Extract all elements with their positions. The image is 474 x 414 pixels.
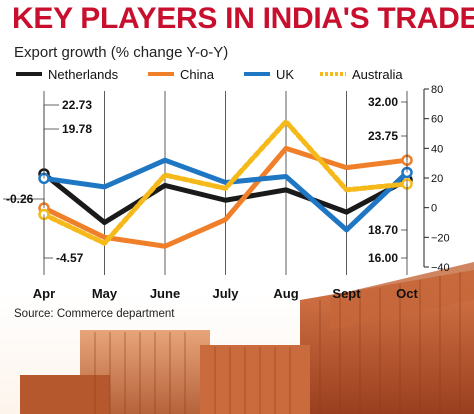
data-label-uk-apr: 19.78 (62, 122, 92, 136)
x-tick-label: Sept (332, 286, 361, 301)
containers-background (0, 262, 474, 414)
data-label-leader (401, 183, 408, 259)
y-tick-label: 0 (431, 203, 437, 215)
y-axis: −40 −20 0 20 40 60 80 (423, 84, 450, 274)
y-tick-label: 80 (431, 84, 443, 96)
y-tick-label: 40 (431, 143, 443, 155)
legend-label-netherlands: Netherlands (48, 67, 119, 82)
series-line-australia (41, 119, 410, 246)
legend-label-uk: UK (276, 67, 294, 82)
x-tick-label: July (212, 286, 239, 301)
y-tick-label: −20 (431, 232, 450, 244)
data-label-leader (43, 214, 53, 259)
data-label-leader (3, 198, 45, 209)
data-label-leader (43, 128, 59, 179)
x-tick-label: Apr (33, 286, 55, 301)
series-line-china (41, 145, 410, 249)
x-tick-label: Oct (396, 286, 418, 301)
y-tick-label: 60 (431, 114, 443, 126)
data-label-china-apr: -0.26 (6, 192, 34, 206)
data-label-netherlands-oct: 18.70 (368, 223, 398, 237)
chart-subtitle: Export growth (% change Y-o-Y) (14, 44, 229, 61)
x-tick-label: Aug (273, 286, 298, 301)
source-note: Source: Commerce department (14, 308, 175, 320)
series-group (38, 119, 413, 249)
chart-legend: Netherlands China UK Australia (16, 67, 403, 82)
legend-label-china: China (180, 67, 215, 82)
data-label-australia-oct: 16.00 (368, 251, 398, 265)
data-label-leader (401, 101, 408, 161)
series-line-netherlands (41, 171, 410, 225)
data-label-netherlands-apr: 22.73 (62, 98, 92, 112)
data-label-uk-oct: 23.75 (368, 129, 398, 143)
legend-label-australia: Australia (352, 67, 403, 82)
data-label-leader (43, 104, 59, 174)
y-tick-label: 20 (431, 173, 443, 185)
series-line-uk (41, 157, 410, 233)
page-title: KEY PLAYERS IN INDIA'S TRADE (12, 2, 474, 35)
x-tick-label: June (150, 286, 180, 301)
data-labels: 22.73 19.78 -0.26 -4.57 32.00 23.75 18.70 16.00 (3, 95, 408, 265)
y-tick-label: −40 (431, 262, 450, 274)
data-label-leader (401, 135, 408, 173)
data-label-china-oct: 32.00 (368, 95, 398, 109)
data-label-australia-apr: -4.57 (56, 251, 84, 265)
x-tick-label: May (92, 286, 118, 301)
